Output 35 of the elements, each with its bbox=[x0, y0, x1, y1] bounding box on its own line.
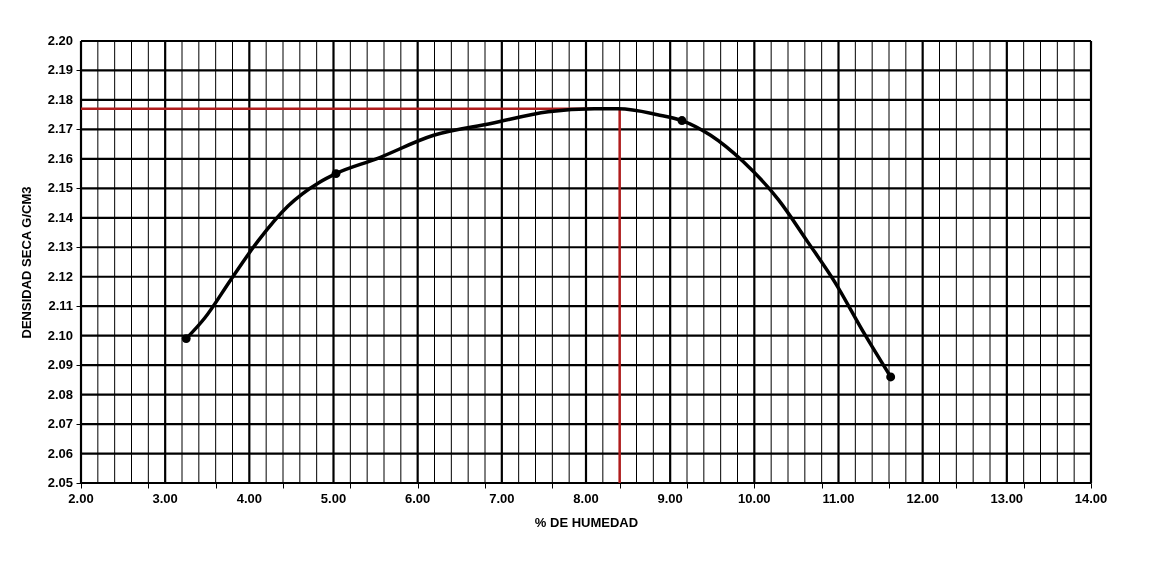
y-tick-label: 2.07 bbox=[47, 416, 73, 432]
y-tick-label: 2.10 bbox=[47, 327, 73, 343]
x-tick-label: 9.00 bbox=[657, 491, 683, 506]
point bbox=[677, 116, 687, 126]
y-tick-label: 2.15 bbox=[47, 180, 73, 196]
x-tick-label: 3.00 bbox=[152, 491, 178, 506]
y-tick-label: 2.20 bbox=[47, 33, 73, 48]
x-axis-title: % DE HUMEDAD bbox=[534, 515, 639, 530]
x-tick-label: 8.00 bbox=[573, 491, 599, 506]
x-tick-label: 7.00 bbox=[489, 491, 515, 506]
y-axis-title: DENSIDAD SECA G/CM3 bbox=[19, 186, 34, 339]
y-tick-label: 2.18 bbox=[47, 91, 73, 107]
x-tick-label: 13.00 bbox=[990, 491, 1024, 506]
y-tick-label: 2.14 bbox=[47, 209, 74, 225]
x-tick-label: 4.00 bbox=[236, 491, 262, 506]
point bbox=[181, 334, 191, 344]
x-tick-label: 12.00 bbox=[906, 491, 939, 506]
y-tick-label: 2.17 bbox=[47, 121, 73, 137]
y-tick-label: 2.12 bbox=[47, 268, 73, 284]
y-tick-label: 2.06 bbox=[47, 445, 73, 461]
y-tick-label: 2.08 bbox=[47, 386, 73, 402]
x-tick-label: 11.00 bbox=[822, 491, 855, 506]
y-tick-label: 2.05 bbox=[47, 475, 73, 490]
point bbox=[886, 372, 896, 382]
y-tick-label: 2.13 bbox=[47, 239, 73, 255]
x-tick-label: 10.00 bbox=[738, 491, 771, 506]
y-tick-label: 2.19 bbox=[47, 62, 73, 78]
y-tick-label: 2.11 bbox=[48, 298, 73, 314]
point bbox=[331, 169, 341, 179]
x-tick-label: 2.00 bbox=[68, 491, 94, 506]
x-tick-label: 5.00 bbox=[320, 491, 347, 506]
y-tick-label: 2.16 bbox=[47, 150, 73, 166]
x-tick-label: 14.00 bbox=[1074, 491, 1108, 506]
x-tick-label: 6.00 bbox=[405, 491, 431, 506]
y-tick-label: 2.09 bbox=[47, 357, 73, 373]
